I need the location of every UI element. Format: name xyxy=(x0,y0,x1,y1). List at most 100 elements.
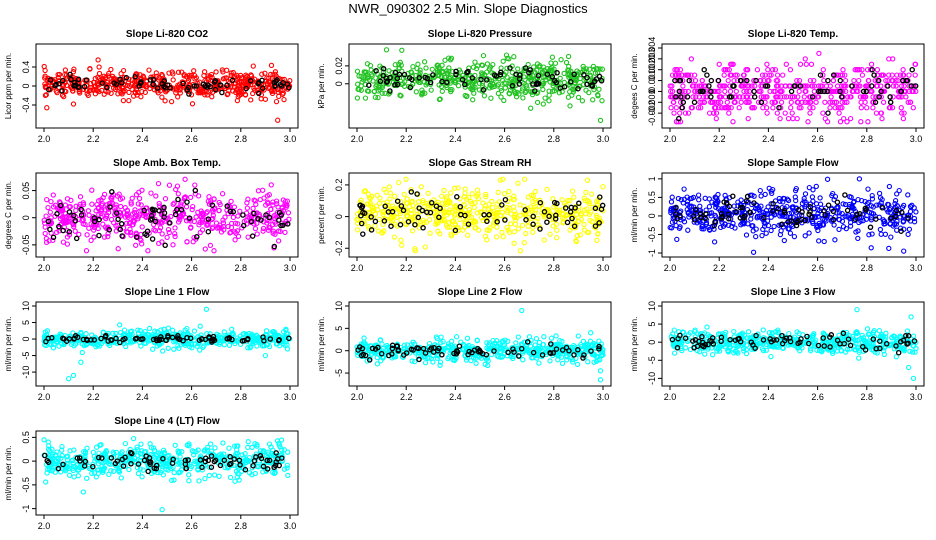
data-point xyxy=(910,88,916,95)
data-point xyxy=(724,67,730,73)
data-point xyxy=(674,236,680,243)
data-point xyxy=(410,339,416,345)
data-point xyxy=(230,214,237,221)
data-point xyxy=(80,86,87,92)
data-point xyxy=(245,234,251,240)
x-tick-label: 2.6 xyxy=(185,392,198,402)
data-point xyxy=(213,220,220,226)
reference-point xyxy=(486,212,492,218)
data-point xyxy=(440,205,446,211)
data-point xyxy=(408,187,414,193)
data-point xyxy=(399,242,405,248)
data-point xyxy=(778,228,784,234)
reference-point xyxy=(751,200,757,206)
data-point xyxy=(197,89,203,96)
data-point xyxy=(549,342,555,348)
data-point xyxy=(900,115,907,122)
data-point xyxy=(766,77,772,84)
data-point xyxy=(471,204,477,211)
reference-point xyxy=(212,86,219,93)
data-point xyxy=(521,176,528,182)
data-point xyxy=(668,105,674,111)
data-point xyxy=(80,200,86,206)
data-point xyxy=(155,180,162,187)
data-point xyxy=(426,355,432,361)
data-point xyxy=(540,341,547,348)
data-point xyxy=(433,218,440,224)
data-point xyxy=(439,193,445,199)
reference-point xyxy=(244,336,251,343)
reference-point xyxy=(54,211,60,217)
data-point xyxy=(824,176,831,182)
data-point xyxy=(273,98,280,105)
data-point xyxy=(497,177,503,183)
reference-point xyxy=(465,351,471,358)
data-point xyxy=(103,212,110,218)
data-point xyxy=(547,210,553,217)
data-point xyxy=(768,201,774,207)
reference-point xyxy=(824,88,831,95)
data-point xyxy=(787,230,794,236)
data-point xyxy=(780,72,786,78)
data-point xyxy=(275,238,282,244)
data-point xyxy=(760,94,767,100)
data-point xyxy=(877,226,884,233)
reference-point xyxy=(737,77,744,84)
data-point xyxy=(738,197,744,203)
data-point xyxy=(744,88,750,95)
data-point xyxy=(437,96,443,102)
reference-point xyxy=(406,75,413,81)
data-point xyxy=(578,212,584,218)
data-point xyxy=(804,83,810,89)
reference-point xyxy=(109,189,115,195)
data-point xyxy=(64,241,71,247)
reference-point xyxy=(553,79,560,86)
reference-point xyxy=(369,345,376,352)
data-point-outlier xyxy=(275,117,281,123)
data-point xyxy=(258,96,264,102)
data-point xyxy=(89,187,95,193)
data-point xyxy=(42,230,48,237)
data-point xyxy=(284,346,291,352)
reference-point xyxy=(428,345,435,351)
chart-title: Slope Sample Flow xyxy=(747,158,838,169)
reference-point xyxy=(104,84,110,91)
data-point xyxy=(515,66,521,72)
reference-point xyxy=(708,77,715,84)
data-point xyxy=(422,244,428,250)
data-point xyxy=(445,343,451,349)
reference-point xyxy=(527,67,533,73)
data-point xyxy=(774,94,780,100)
data-point xyxy=(158,219,164,225)
reference-point xyxy=(178,206,185,213)
reference-point xyxy=(150,81,156,88)
data-point xyxy=(260,187,266,193)
data-point xyxy=(584,198,591,204)
y-axis-label: ml/min per min. xyxy=(317,317,326,372)
reference-point xyxy=(427,209,434,216)
data-point xyxy=(549,54,556,60)
reference-point xyxy=(204,84,210,90)
reference-point xyxy=(174,335,181,341)
data-point xyxy=(397,92,403,98)
data-point xyxy=(703,221,709,228)
data-point xyxy=(374,361,381,367)
data-point xyxy=(498,87,505,94)
data-point xyxy=(87,65,93,72)
reference-point xyxy=(266,214,273,221)
data-point xyxy=(264,199,271,205)
reference-point xyxy=(132,336,139,342)
data-point xyxy=(764,94,770,100)
data-point xyxy=(789,205,796,211)
data-point xyxy=(905,231,911,238)
data-point xyxy=(811,205,818,212)
data-point xyxy=(199,210,205,216)
data-point xyxy=(859,72,866,78)
data-point-outlier xyxy=(597,377,604,383)
data-point xyxy=(726,110,732,116)
x-tick-label: 3.0 xyxy=(910,134,923,144)
data-point xyxy=(101,91,107,97)
data-point xyxy=(71,66,77,72)
data-point xyxy=(845,94,851,100)
